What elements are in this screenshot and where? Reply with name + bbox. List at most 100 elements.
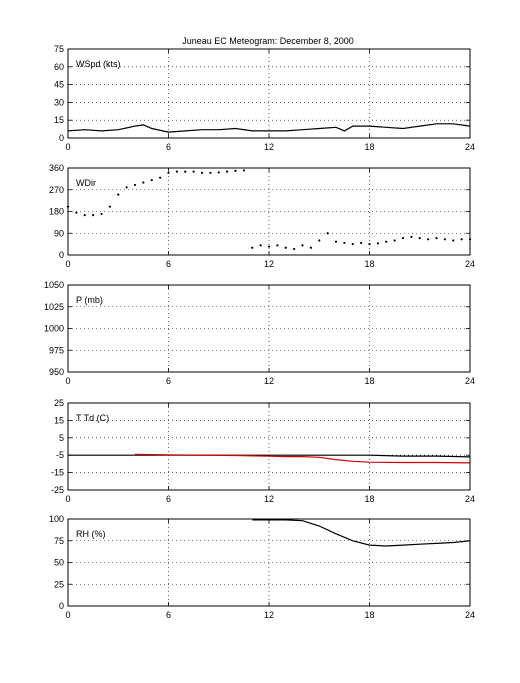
series-line [134, 453, 471, 464]
x-tick-label: 6 [166, 259, 171, 269]
data-point [334, 240, 338, 243]
data-point [192, 170, 195, 173]
y-tick-label: 75 [54, 44, 64, 54]
x-tick-label: 12 [264, 259, 274, 269]
y-tick-label: 1025 [44, 302, 64, 312]
data-point [452, 239, 455, 242]
data-point [217, 171, 220, 174]
y-tick-label: 0 [59, 133, 64, 143]
data-point [92, 214, 95, 217]
y-tick-label: 50 [54, 558, 64, 568]
y-tick-label: 975 [49, 345, 64, 355]
x-tick-label: 24 [465, 610, 475, 620]
plot-frame [67, 518, 471, 607]
data-point [133, 183, 137, 187]
data-point [309, 246, 312, 249]
data-point [460, 238, 463, 241]
data-point [276, 244, 279, 247]
data-point [293, 247, 296, 251]
x-tick-label: 6 [166, 494, 171, 504]
plot-frame [67, 167, 471, 256]
relative-humidity-panel: 0 6 12 18 24 0 25 50 75 100 RH (%) [49, 514, 475, 620]
figure-title: Juneau EC Meteogram: December 8, 2000 [182, 36, 354, 46]
x-tick-label: 12 [264, 376, 274, 386]
x-tick-label: 0 [65, 376, 70, 386]
y-tick-label: 25 [54, 579, 64, 589]
series-line [67, 123, 471, 133]
data-point [427, 238, 430, 241]
y-tick-label: 5 [59, 433, 64, 443]
data-point [83, 214, 86, 217]
data-point [234, 169, 237, 172]
x-tick-label: 24 [465, 259, 475, 269]
series-line [68, 454, 471, 458]
y-tick-label: 45 [54, 80, 64, 90]
x-tick-label: 24 [465, 376, 475, 386]
data-point [75, 211, 78, 214]
data-point [301, 244, 304, 247]
temperature-dewpoint-panel: 0 6 12 18 24 -25 -15 -5 5 15 25 T Td (C) [51, 398, 475, 504]
data-point [401, 236, 405, 240]
data-point [267, 245, 271, 248]
pressure-panel: 0 6 12 18 24 950 975 1000 1025 1050 P (mb) [44, 280, 475, 386]
data-point [343, 241, 346, 245]
data-point [159, 176, 162, 179]
data-point [226, 170, 229, 173]
y-tick-label: 15 [54, 115, 64, 125]
x-tick-label: 0 [65, 610, 70, 620]
x-tick-label: 0 [65, 494, 70, 504]
plot-frame [67, 402, 471, 491]
y-tick-label: 30 [54, 97, 64, 107]
y-tick-label: 100 [49, 514, 64, 524]
wind-direction-label: WDir [76, 178, 96, 188]
x-tick-label: 24 [465, 142, 475, 152]
data-point [242, 169, 245, 172]
y-tick-label: 0 [59, 601, 64, 611]
y-tick-label: 270 [49, 185, 64, 195]
plot-frame [67, 284, 471, 373]
data-point [100, 212, 103, 216]
y-tick-label: -25 [51, 485, 64, 495]
data-point [108, 205, 111, 208]
x-tick-label: 24 [465, 494, 475, 504]
x-tick-label: 12 [264, 142, 274, 152]
y-tick-label: 360 [49, 163, 64, 173]
plot-frame [67, 48, 471, 139]
data-point [385, 240, 388, 243]
y-tick-label: 950 [49, 367, 64, 377]
wind-direction-panel: 0 6 12 18 24 0 90 180 270 360 WDir [49, 163, 475, 269]
y-tick-label: 15 [54, 415, 64, 425]
temperature-dewpoint-label: T Td (C) [76, 413, 109, 423]
y-tick-label: 1050 [44, 280, 64, 290]
data-point [142, 181, 145, 184]
y-tick-label: 1000 [44, 324, 64, 334]
x-tick-label: 12 [264, 494, 274, 504]
data-point [410, 235, 413, 238]
wind-speed-label: WSpd (kts) [76, 59, 121, 69]
series-line [252, 519, 471, 547]
x-tick-label: 6 [166, 610, 171, 620]
data-point [368, 243, 371, 246]
x-tick-label: 18 [364, 142, 374, 152]
data-point [376, 242, 379, 245]
y-tick-label: -5 [56, 450, 64, 460]
data-point [251, 246, 254, 249]
y-tick-label: 60 [54, 62, 64, 72]
data-point [200, 171, 204, 174]
data-point [259, 244, 262, 247]
x-tick-label: 0 [65, 259, 70, 269]
x-tick-label: 18 [364, 259, 374, 269]
data-point [351, 243, 354, 246]
data-point [150, 178, 153, 182]
relative-humidity-label: RH (%) [76, 529, 106, 539]
data-point [418, 236, 421, 240]
y-tick-label: 90 [54, 228, 64, 238]
data-point [209, 171, 212, 174]
y-tick-label: 75 [54, 536, 64, 546]
x-tick-label: 6 [166, 376, 171, 386]
data-point [326, 232, 329, 235]
data-point [167, 171, 170, 174]
data-point [435, 236, 438, 240]
wind-speed-panel: 0 6 12 18 24 0 15 30 45 60 75 WSpd (kts) [54, 44, 475, 152]
